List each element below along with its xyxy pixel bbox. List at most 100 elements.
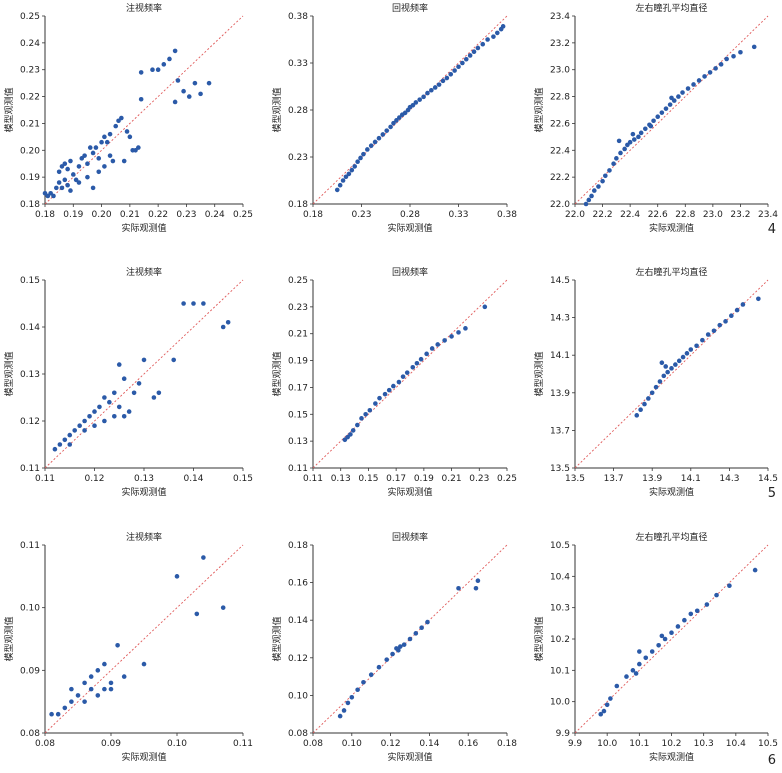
x-tick-label: 0.15 [358, 474, 378, 484]
data-point [444, 75, 450, 81]
data-point [680, 90, 685, 95]
data-point [108, 680, 114, 686]
data-point [596, 184, 601, 189]
data-point [694, 343, 699, 349]
data-point [76, 180, 82, 185]
y-axis-label: 模型观测值 [271, 616, 283, 661]
identity-reference-line [312, 15, 508, 205]
data-point [82, 153, 87, 158]
data-point [460, 60, 465, 66]
data-point [448, 71, 454, 77]
x-tick-label: 0.11 [35, 474, 55, 484]
y-tick-label: 0.21 [20, 119, 40, 129]
chart-title: 注视频率 [126, 266, 162, 278]
data-point [346, 171, 352, 177]
data-point [418, 356, 424, 362]
data-point [589, 193, 594, 199]
data-point [384, 128, 390, 133]
data-point [121, 414, 127, 419]
data-point [642, 401, 647, 407]
data-point [155, 67, 161, 73]
x-tick-label: 14.5 [758, 474, 778, 484]
y-tick-label: 0.08 [20, 729, 40, 739]
data-point [407, 636, 413, 642]
x-tick-label: 10.2 [661, 739, 681, 749]
data-point [367, 407, 373, 413]
x-tick-label: 0.21 [120, 210, 140, 220]
data-point [397, 115, 402, 120]
data-point [82, 428, 87, 433]
data-point [696, 78, 702, 83]
data-point [85, 174, 90, 180]
data-point [713, 66, 718, 71]
data-point [127, 134, 133, 140]
data-point [358, 155, 363, 161]
data-point [377, 395, 382, 401]
data-point [121, 674, 127, 679]
x-tick-label: 0.28 [400, 210, 420, 220]
x-axis-label: 实际观测值 [121, 222, 166, 234]
data-point [174, 574, 180, 579]
data-point [55, 711, 61, 717]
data-point [603, 173, 608, 179]
data-point [56, 169, 62, 175]
x-tick-label: 0.17 [386, 474, 406, 484]
data-point [172, 48, 178, 54]
data-point [396, 379, 402, 385]
x-tick-label: 0.25 [497, 474, 517, 484]
y-tick-label: 0.33 [288, 59, 308, 69]
data-point [685, 86, 691, 91]
data-point [751, 44, 757, 50]
chart-title: 注视频率 [126, 2, 162, 14]
data-point [659, 360, 665, 366]
data-point [402, 110, 408, 116]
data-point [85, 161, 90, 167]
data-point [491, 34, 496, 39]
y-tick-label: 14.5 [550, 276, 570, 286]
y-tick-label: 0.13 [20, 370, 40, 380]
data-point [424, 351, 429, 357]
data-point [119, 115, 124, 121]
data-point [102, 686, 107, 692]
x-tick-label: 0.21 [442, 474, 462, 484]
data-point [107, 153, 113, 158]
data-point [717, 322, 723, 328]
data-point [756, 296, 761, 302]
x-tick-label: 0.15 [233, 474, 253, 484]
data-point [126, 409, 132, 414]
y-tick-label: 0.19 [288, 357, 308, 367]
x-tick-label: 0.13 [331, 474, 351, 484]
data-point [627, 139, 633, 145]
data-point [138, 96, 144, 102]
data-point [688, 347, 694, 352]
data-point [382, 391, 388, 397]
data-point [659, 633, 665, 639]
data-point [150, 67, 155, 73]
data-point [421, 94, 426, 100]
y-tick-label: 0.23 [288, 153, 308, 163]
y-tick-label: 22.8 [550, 93, 570, 103]
data-point [138, 70, 144, 75]
data-point [95, 693, 101, 698]
data-point [704, 602, 710, 607]
data-point [413, 631, 419, 636]
data-point [194, 611, 200, 617]
data-point [694, 608, 700, 614]
data-point [425, 90, 430, 96]
data-point [705, 332, 711, 337]
data-point [452, 68, 457, 73]
y-tick-label: 0.14 [288, 616, 308, 626]
y-tick-label: 0.09 [20, 666, 40, 676]
data-point [337, 182, 343, 188]
data-point [638, 407, 643, 413]
data-point [391, 383, 396, 389]
data-point [432, 85, 438, 90]
y-axis-label: 模型观测值 [533, 616, 545, 661]
data-point [707, 70, 713, 75]
data-point [350, 428, 356, 433]
y-tick-label: 13.7 [550, 426, 570, 436]
data-point [68, 188, 73, 193]
data-point [676, 94, 681, 99]
y-tick-label: 0.10 [288, 691, 308, 701]
x-tick-label: 10.5 [758, 739, 778, 749]
